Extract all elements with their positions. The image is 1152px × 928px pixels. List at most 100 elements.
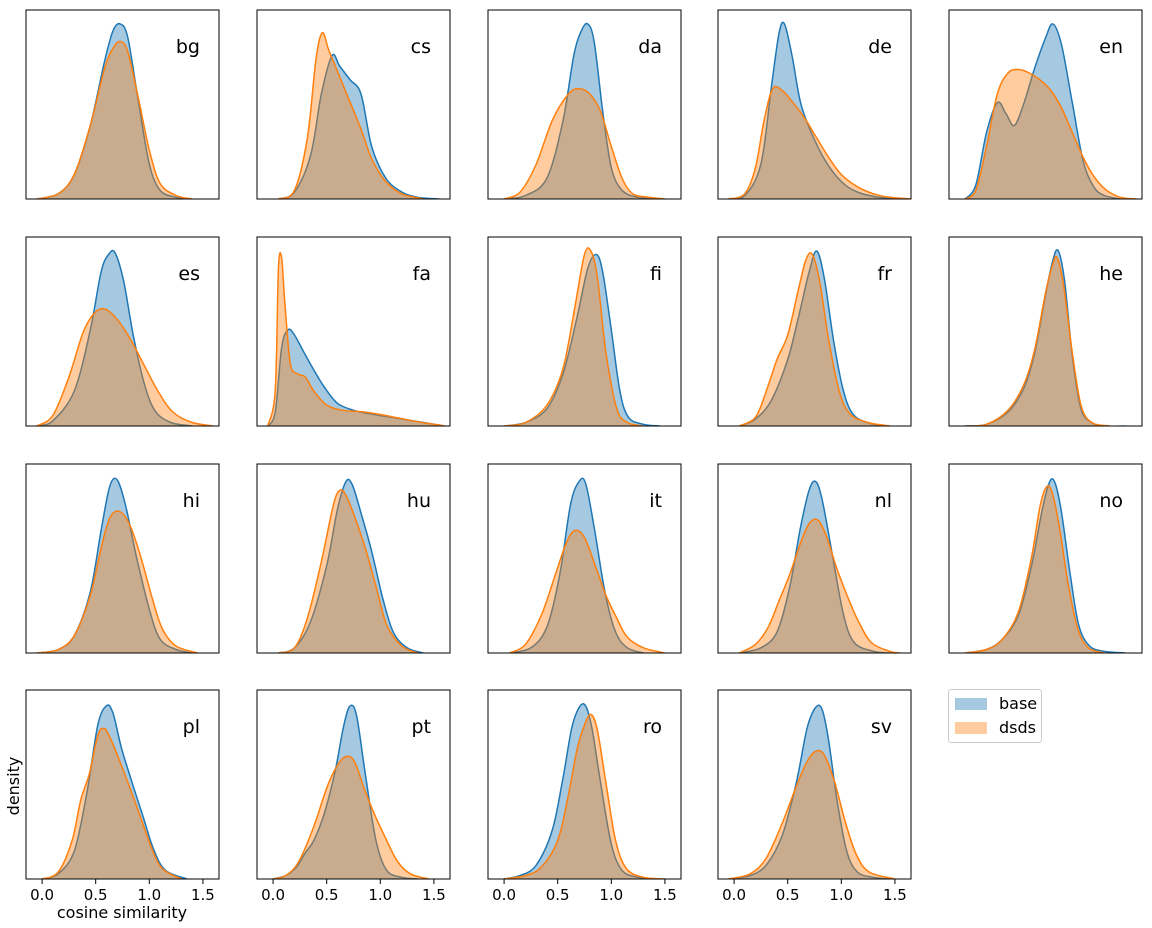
- panel-frame-en: [948, 9, 1143, 200]
- density-line-dsds-sv: [728, 749, 896, 879]
- panel-frame-da: [487, 9, 682, 200]
- density-area-dsds-pl: [42, 728, 182, 879]
- density-area-dsds-en: [965, 69, 1137, 199]
- panel-frame-fi: [487, 236, 682, 427]
- panel-de: de: [717, 9, 912, 200]
- panel-da: da: [487, 9, 682, 200]
- panel-frame-es: [25, 236, 220, 427]
- density-line-base-pt: [272, 704, 418, 879]
- density-area-base-ro: [504, 703, 660, 879]
- legend-label-base: base: [999, 694, 1038, 713]
- x-tick-label-pl-3: 1.5: [191, 886, 215, 904]
- density-line-dsds-nl: [739, 518, 901, 653]
- density-line-dsds-cs: [278, 32, 424, 199]
- density-area-dsds-sv: [728, 750, 895, 879]
- plot-area-es: [36, 249, 214, 426]
- density-line-base-es: [36, 249, 193, 426]
- panel-frame-no: [948, 463, 1143, 654]
- panel-frame-sv: [717, 689, 912, 880]
- panel-he: he: [948, 236, 1143, 427]
- panel-frame-nl: [717, 463, 912, 654]
- density-area-dsds-hi: [36, 510, 198, 653]
- panel-frame-it: [487, 463, 682, 654]
- density-line-base-ro: [503, 703, 660, 879]
- panel-en: en: [948, 9, 1143, 200]
- x-tick-label-pt-1: 0.5: [315, 886, 339, 904]
- density-area-base-he: [965, 249, 1126, 426]
- panel-hu: hu: [256, 463, 451, 654]
- plot-area-pl: [41, 704, 188, 879]
- density-area-base-da: [504, 23, 660, 199]
- x-tick-label-ro-2: 1.0: [599, 886, 623, 904]
- panel-label-pl: pl: [183, 716, 200, 738]
- panel-label-hu: hu: [407, 490, 431, 512]
- plot-area-hi: [36, 477, 198, 653]
- density-line-dsds-da: [503, 88, 665, 199]
- x-axis-label: cosine similarity: [57, 903, 187, 922]
- x-tick-label-sv-2: 1.0: [829, 886, 853, 904]
- density-line-base-pl: [41, 704, 188, 879]
- legend-label-dsds: dsds: [999, 718, 1036, 737]
- density-line-base-de: [728, 21, 906, 199]
- density-area-base-it: [509, 478, 644, 653]
- density-line-dsds-es: [36, 307, 214, 426]
- panel-no: no: [948, 463, 1143, 654]
- x-tick-label-ro-3: 1.5: [653, 886, 677, 904]
- density-line-base-nl: [739, 480, 890, 653]
- panel-label-fr: fr: [877, 263, 892, 285]
- density-line-base-en: [964, 23, 1121, 199]
- density-area-dsds-ro: [504, 714, 665, 879]
- panel-label-pt: pt: [411, 716, 431, 738]
- density-line-dsds-he: [965, 255, 1110, 426]
- panel-ro: ro 0.0 0.5 1.0 1.5: [487, 689, 682, 904]
- panel-nl: nl: [717, 463, 912, 654]
- panel-label-es: es: [178, 263, 200, 285]
- panel-bg: bg: [25, 9, 220, 200]
- density-line-dsds-no: [964, 484, 1105, 653]
- density-area-base-pl: [42, 705, 187, 879]
- panel-label-ro: ro: [643, 716, 662, 738]
- plot-area-ro: [503, 703, 665, 879]
- panel-es: es: [25, 236, 220, 427]
- plot-area-it: [509, 477, 666, 653]
- plot-area-pt: [272, 704, 429, 879]
- density-line-dsds-de: [728, 85, 911, 199]
- panel-frame-ro: [487, 689, 682, 880]
- density-line-dsds-fi: [503, 247, 644, 426]
- density-line-dsds-bg: [36, 40, 193, 199]
- y-axis-label: density: [4, 757, 23, 816]
- panel-cs: cs: [256, 9, 451, 200]
- panel-label-he: he: [1099, 263, 1123, 285]
- panel-label-fi: fi: [650, 263, 662, 285]
- density-area-dsds-es: [36, 308, 214, 426]
- density-area-base-pt: [273, 705, 418, 879]
- density-line-dsds-fr: [739, 252, 890, 426]
- density-area-dsds-da: [504, 88, 665, 199]
- panel-frame-fr: [717, 236, 912, 427]
- panel-it: it: [487, 463, 682, 654]
- density-line-dsds-hi: [36, 510, 198, 653]
- x-tick-label-sv-0: 0.0: [722, 886, 746, 904]
- density-area-base-no: [965, 478, 1126, 653]
- x-tick-label-ro-0: 0.0: [492, 886, 516, 904]
- panel-frame-pl: [25, 689, 220, 880]
- panel-label-no: no: [1099, 490, 1123, 512]
- density-area-base-hi: [36, 478, 193, 653]
- panel-fi: fi: [487, 236, 682, 427]
- panel-frame-bg: [25, 9, 220, 200]
- panel-frame-pt: [256, 689, 451, 880]
- panel-label-nl: nl: [875, 490, 892, 512]
- density-area-base-fa: [267, 329, 445, 426]
- x-tick-label-pt-2: 1.0: [368, 886, 392, 904]
- plot-area-hu: [278, 478, 424, 653]
- panel-frame-hi: [25, 463, 220, 654]
- density-line-base-fi: [503, 253, 660, 426]
- density-area-dsds-fa: [267, 252, 445, 426]
- density-line-dsds-fa: [266, 252, 445, 426]
- density-line-base-hu: [278, 478, 424, 653]
- panel-pt: pt 0.0 0.5 1.0 1.5: [256, 689, 451, 904]
- density-area-base-sv: [728, 705, 890, 879]
- legend-swatch-base: [955, 698, 987, 710]
- density-line-dsds-pt: [272, 755, 429, 879]
- density-area-dsds-fr: [739, 252, 890, 426]
